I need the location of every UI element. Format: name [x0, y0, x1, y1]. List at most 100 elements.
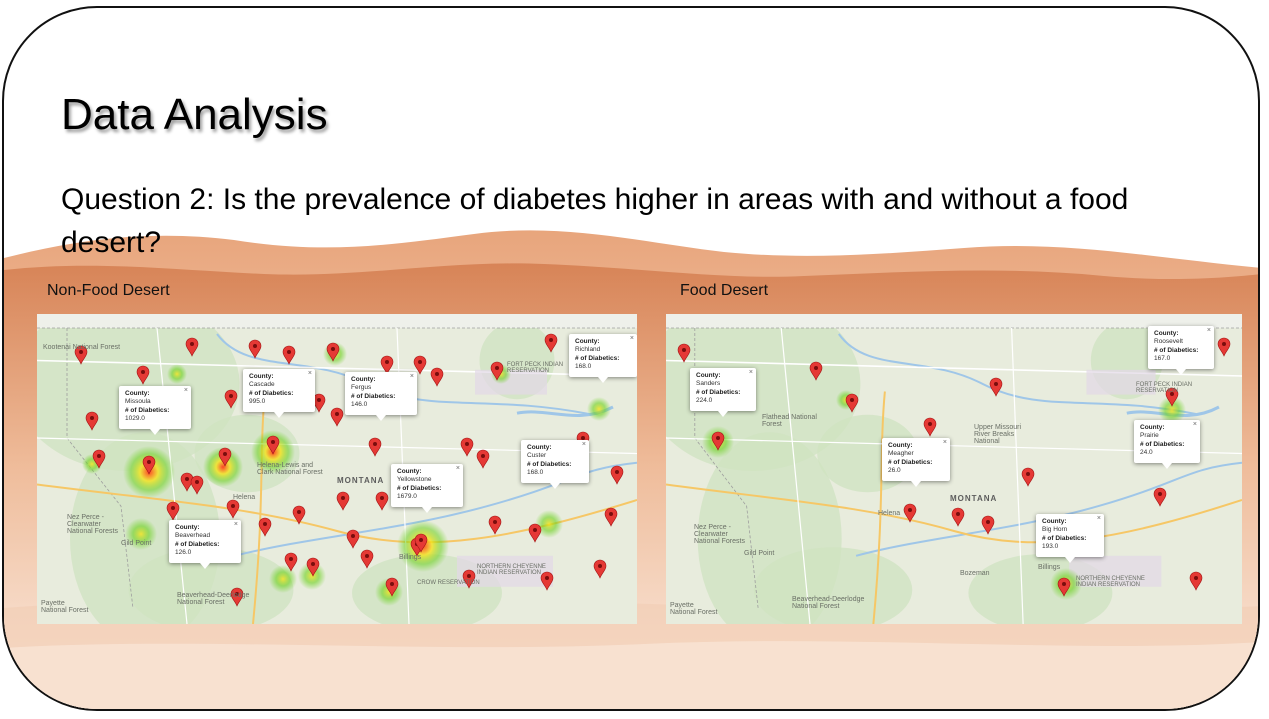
canada-region [37, 314, 637, 328]
info-window-beaverhead[interactable]: × County: Beaverhead # of Diabetics: 126… [169, 520, 241, 570]
info-window-custer[interactable]: × County: Custer # of Diabetics: 168.0 [521, 440, 589, 490]
map-marker-icon[interactable] [711, 431, 725, 451]
non-food-desert-map[interactable]: Kootenai National Forest MONTANA Helena-… [37, 314, 637, 624]
close-icon[interactable]: × [629, 335, 634, 342]
info-window-cascade[interactable]: × County: Cascade # of Diabetics: 995.0 [243, 369, 315, 419]
map-marker-icon[interactable] [528, 523, 542, 543]
map-marker-icon[interactable] [218, 447, 232, 467]
info-window-meagher[interactable]: × County: Meagher # of Diabetics: 26.0 [882, 438, 950, 488]
info-window-yellowstone[interactable]: × County: Yellowstone # of Diabetics: 16… [391, 464, 463, 514]
map-marker-icon[interactable] [74, 345, 88, 365]
map-place-label: CROW RESERVATION [417, 580, 480, 586]
map-marker-icon[interactable] [604, 507, 618, 527]
info-window-fergus[interactable]: × County: Fergus # of Diabetics: 146.0 [345, 372, 417, 422]
map-marker-icon[interactable] [1189, 571, 1203, 591]
map-marker-icon[interactable] [460, 437, 474, 457]
map-marker-icon[interactable] [414, 533, 428, 553]
info-diabetics-label: # of Diabetics: [1042, 534, 1087, 542]
map-marker-icon[interactable] [610, 465, 624, 485]
info-county-label: County: [1154, 330, 1179, 337]
map-marker-icon[interactable] [166, 501, 180, 521]
map-marker-icon[interactable] [1165, 387, 1179, 407]
map-marker-icon[interactable] [1217, 337, 1231, 357]
close-icon[interactable]: × [307, 370, 312, 377]
map-marker-icon[interactable] [336, 491, 350, 511]
reservation-area [1086, 369, 1156, 395]
map-marker-icon[interactable] [488, 515, 502, 535]
map-place-label: Nez Perce - Clearwater National Forests [694, 524, 745, 545]
info-window-prairie[interactable]: × County: Prairie # of Diabetics: 24.0 [1134, 420, 1200, 470]
info-county-label: County: [575, 338, 600, 345]
map-marker-icon[interactable] [380, 355, 394, 375]
close-icon[interactable]: × [1206, 327, 1211, 334]
map-marker-icon[interactable] [85, 411, 99, 431]
map-marker-icon[interactable] [224, 389, 238, 409]
map-marker-icon[interactable] [1057, 577, 1071, 597]
close-icon[interactable]: × [233, 521, 238, 528]
map-marker-icon[interactable] [1153, 487, 1167, 507]
map-marker-icon[interactable] [540, 571, 554, 591]
map-marker-icon[interactable] [1021, 467, 1035, 487]
info-window-sanders[interactable]: × County: Sanders # of Diabetics: 224.0 [690, 368, 756, 418]
info-window-big-horn[interactable]: × County: Big Horn # of Diabetics: 193.0 [1036, 514, 1104, 564]
map-place-label: FORT PECK INDIAN RESERVATION [507, 362, 564, 374]
map-marker-icon[interactable] [989, 377, 1003, 397]
map-place-label: Helena [233, 494, 256, 501]
info-window-roosevelt[interactable]: × County: Roosevelt # of Diabetics: 167.… [1148, 326, 1214, 376]
map-marker-icon[interactable] [92, 449, 106, 469]
map-marker-icon[interactable] [951, 507, 965, 527]
close-icon[interactable]: × [409, 373, 414, 380]
info-diabetics-value: 167.0 [1154, 354, 1171, 362]
close-icon[interactable]: × [1192, 421, 1197, 428]
interstate-road [252, 391, 266, 624]
info-diabetics-value: 126.0 [175, 548, 192, 556]
map-marker-icon[interactable] [230, 587, 244, 607]
map-marker-icon[interactable] [185, 337, 199, 357]
map-place-label: Kootenai National Forest [43, 344, 121, 351]
map-marker-icon[interactable] [476, 449, 490, 469]
close-icon[interactable]: × [455, 465, 460, 472]
map-marker-icon[interactable] [326, 342, 340, 362]
map-marker-icon[interactable] [677, 343, 691, 363]
map-marker-icon[interactable] [981, 515, 995, 535]
map-place-label: Payette National Forest [41, 600, 89, 614]
map-marker-icon[interactable] [330, 407, 344, 427]
map-marker-icon[interactable] [284, 552, 298, 572]
map-marker-icon[interactable] [226, 499, 240, 519]
map-marker-icon[interactable] [266, 435, 280, 455]
map-marker-icon[interactable] [430, 367, 444, 387]
map-marker-icon[interactable] [593, 559, 607, 579]
map-marker-icon[interactable] [462, 569, 476, 589]
close-icon[interactable]: × [748, 369, 753, 376]
map-marker-icon[interactable] [413, 355, 427, 375]
map-marker-icon[interactable] [923, 417, 937, 437]
map-marker-icon[interactable] [292, 505, 306, 525]
food-desert-map[interactable]: Flathead National Forest MONTANA Upper M… [666, 314, 1242, 624]
map-marker-icon[interactable] [248, 339, 262, 359]
map-marker-icon[interactable] [282, 345, 296, 365]
map-marker-icon[interactable] [845, 393, 859, 413]
map-marker-icon[interactable] [544, 333, 558, 353]
info-window-richland[interactable]: × County: Richland # of Diabetics: 168.0 [569, 334, 637, 384]
close-icon[interactable]: × [183, 387, 188, 394]
map-marker-icon[interactable] [346, 529, 360, 549]
map-marker-icon[interactable] [306, 557, 320, 577]
close-icon[interactable]: × [942, 439, 947, 446]
map-marker-icon[interactable] [142, 455, 156, 475]
info-window-missoula[interactable]: × County: Missoula # of Diabetics: 1029.… [119, 386, 191, 436]
map-marker-icon[interactable] [368, 437, 382, 457]
close-icon[interactable]: × [581, 441, 586, 448]
map-marker-icon[interactable] [180, 472, 194, 492]
map-marker-icon[interactable] [903, 503, 917, 523]
map-marker-icon[interactable] [385, 577, 399, 597]
map-place-label: Helena-Lewis and Clark National Forest [257, 462, 323, 476]
map-marker-icon[interactable] [490, 361, 504, 381]
map-marker-icon[interactable] [360, 549, 374, 569]
map-marker-icon[interactable] [190, 475, 204, 495]
map-marker-icon[interactable] [375, 491, 389, 511]
close-icon[interactable]: × [1096, 515, 1101, 522]
map-marker-icon[interactable] [258, 517, 272, 537]
map-marker-icon[interactable] [809, 361, 823, 381]
map-marker-icon[interactable] [136, 365, 150, 385]
info-diabetics-value: 193.0 [1042, 542, 1059, 550]
